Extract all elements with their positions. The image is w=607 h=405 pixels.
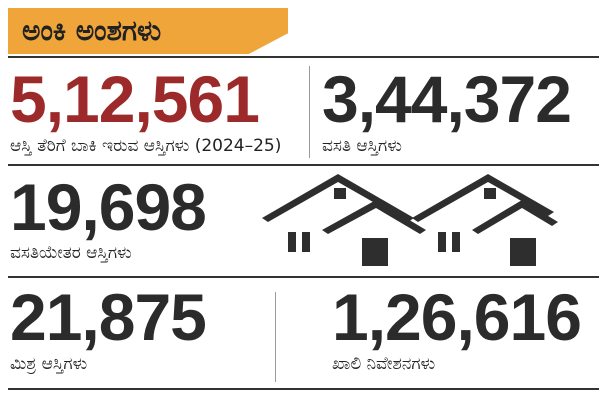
stat-vacant-value: 1,26,616	[332, 280, 582, 354]
stat-pending-tax-value: 5,12,561	[10, 62, 260, 136]
divider-top	[8, 56, 599, 58]
header-title: ಅಂಕಿ ಅಂಶಗಳು	[22, 14, 162, 47]
header-banner: ಅಂಕಿ ಅಂಶಗಳು	[8, 8, 288, 54]
stat-vacant-label: ಖಾಲಿ ನಿವೇಶನಗಳು	[332, 354, 436, 374]
divider-row-2	[8, 276, 599, 278]
stat-residential-label: ವಸತಿ ಆಸ್ತಿಗಳು	[322, 136, 402, 156]
divider-vertical-bottom	[275, 292, 276, 382]
stat-non-residential-value: 19,698	[10, 170, 207, 244]
divider-bottom	[8, 388, 599, 390]
stat-mixed-value: 21,875	[10, 280, 207, 354]
houses-icon	[262, 174, 558, 266]
divider-row-1	[8, 164, 599, 166]
stat-residential-value: 3,44,372	[322, 62, 572, 136]
stat-pending-tax-label: ಆಸ್ತಿ ತೆರಿಗೆ ಬಾಕಿ ಇರುವ ಆಸ್ತಿಗಳು (2024–25…	[10, 136, 282, 156]
divider-vertical-top	[309, 66, 310, 158]
stat-non-residential-label: ವಸತಿಯೇತರ ಆಸ್ತಿಗಳು	[10, 243, 132, 263]
stat-mixed-label: ಮಿಶ್ರ ಆಸ್ತಿಗಳು	[10, 354, 88, 374]
